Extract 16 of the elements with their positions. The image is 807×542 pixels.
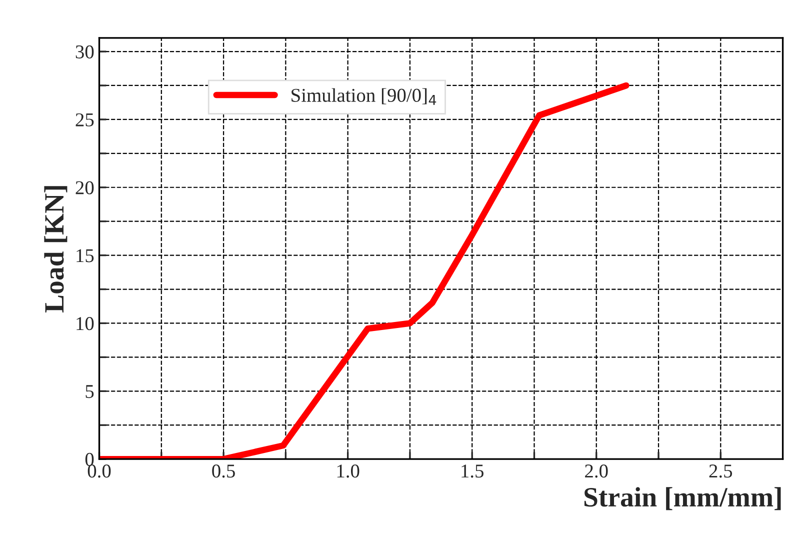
- x-tick-label: 0.0: [88, 464, 111, 478]
- y-tick-label: 0: [85, 452, 94, 466]
- x-tick-label: 2.0: [585, 464, 608, 478]
- y-tick-label: 5: [86, 385, 94, 398]
- y-axis-title: Load [KN]: [44, 186, 68, 312]
- x-tick-label: 1.0: [337, 464, 360, 478]
- x-tick-label: 0.5: [212, 464, 235, 478]
- x-tick-label: 1.5: [462, 464, 484, 478]
- y-tick-label: 30: [76, 45, 94, 58]
- y-tick-label: 25: [76, 113, 94, 126]
- y-tick-label: 20: [76, 181, 94, 194]
- y-tick-label: 15: [76, 249, 94, 262]
- x-axis-title: Strain [mm/mm]: [584, 487, 781, 510]
- x-tick-label: 2.5: [709, 464, 732, 478]
- legend-label: Simulation [90/0]$_{4}$: [292, 88, 436, 105]
- y-tick-label: 10: [76, 317, 94, 330]
